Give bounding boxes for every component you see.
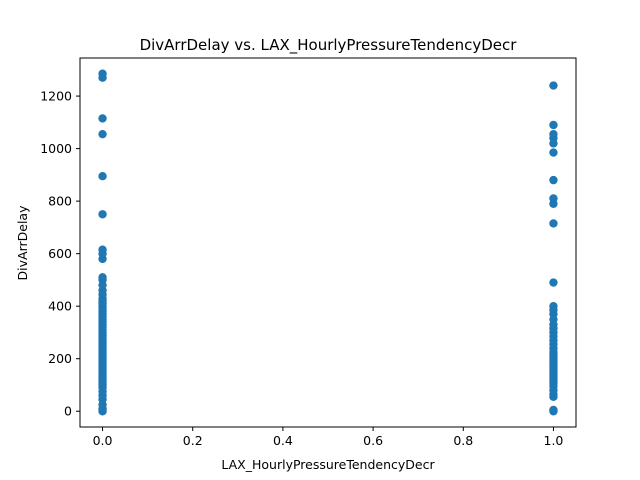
chart-title: DivArrDelay vs. LAX_HourlyPressureTenden… — [140, 36, 518, 55]
data-point — [98, 171, 107, 181]
data-point — [98, 114, 107, 123]
x-tick-label: 0.6 — [363, 433, 383, 448]
x-axis-ticks: 0.0 0.2 0.4 0.6 0.8 1.0 — [93, 427, 564, 448]
data-point — [549, 219, 558, 228]
y-axis-label: DivArrDelay — [15, 205, 30, 281]
data-point — [549, 175, 558, 185]
data-point — [549, 81, 558, 90]
y-axis-ticks: 0 200 400 600 800 1000 1200 — [40, 89, 80, 419]
y-tick-label: 400 — [48, 299, 72, 314]
data-point — [549, 148, 558, 157]
x-tick-label: 1.0 — [544, 433, 564, 448]
data-point — [549, 278, 558, 287]
x-tick-label: 0.2 — [183, 433, 203, 448]
data-point — [549, 120, 558, 130]
data-point — [98, 129, 107, 139]
x-axis-label: LAX_HourlyPressureTendencyDecr — [221, 457, 435, 472]
data-point — [98, 245, 107, 254]
data-point — [549, 301, 558, 311]
plot-area-frame — [79, 57, 577, 428]
data-point — [549, 129, 558, 139]
y-tick-label: 800 — [48, 194, 72, 209]
y-tick-label: 600 — [48, 246, 72, 261]
y-tick-label: 1200 — [40, 89, 72, 104]
y-tick-label: 0 — [64, 404, 72, 419]
data-point — [98, 273, 107, 282]
x-tick-label: 0.4 — [273, 433, 293, 448]
data-point — [98, 210, 107, 219]
data-point — [98, 69, 107, 78]
y-tick-label: 200 — [48, 351, 72, 366]
x-tick-label: 0.0 — [93, 433, 113, 448]
y-tick-label: 1000 — [40, 141, 72, 156]
data-points — [98, 69, 558, 416]
data-point — [549, 194, 558, 203]
x-tick-label: 0.8 — [453, 433, 473, 448]
data-point — [549, 405, 558, 415]
